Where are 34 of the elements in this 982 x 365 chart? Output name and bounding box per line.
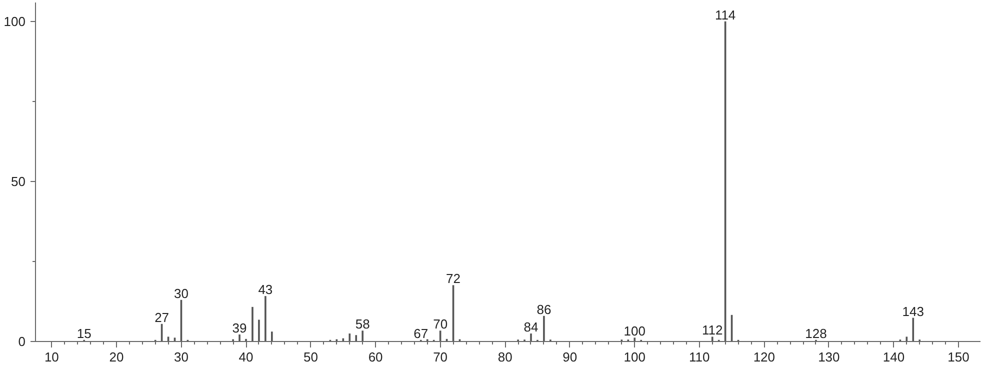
y-tick-label: 50: [11, 174, 26, 189]
x-tick-label: 50: [304, 350, 318, 364]
x-tick-label: 80: [498, 350, 512, 364]
annotation: 43: [258, 282, 273, 298]
annotation: 39: [232, 320, 247, 336]
x-tick-label: 90: [562, 350, 578, 364]
x-tick-label: 30: [174, 350, 188, 364]
annotation: 143: [902, 304, 924, 319]
annotation: 70: [433, 316, 448, 332]
annotation: 58: [355, 316, 370, 332]
x-tick-label: 140: [882, 350, 905, 364]
x-tick-label: 100: [624, 350, 646, 364]
y-tick-label: 100: [4, 14, 26, 29]
annotation: 67: [414, 326, 428, 341]
annotation: 86: [536, 302, 552, 317]
x-tick-label: 130: [818, 350, 840, 364]
annotation: 27: [154, 310, 170, 325]
annotation: 128: [805, 326, 827, 341]
x-tick-label: 150: [948, 350, 970, 364]
x-tick-label: 20: [109, 350, 124, 364]
y-tick-label: 0: [18, 334, 26, 349]
x-tick-label: 60: [368, 350, 383, 364]
annotation: 72: [446, 271, 461, 286]
annotation: 100: [624, 324, 646, 339]
x-tick-label: 10: [44, 350, 59, 364]
annotation: 84: [524, 319, 538, 334]
x-tick-label: 70: [433, 350, 448, 364]
annotation: 114: [714, 7, 736, 22]
x-tick-label: 110: [689, 350, 710, 364]
annotation: 15: [76, 326, 92, 341]
x-tick-label: 120: [753, 350, 776, 364]
annotation: 112: [702, 322, 723, 338]
x-tick-label: 40: [238, 350, 254, 364]
annotation: 30: [174, 286, 188, 301]
